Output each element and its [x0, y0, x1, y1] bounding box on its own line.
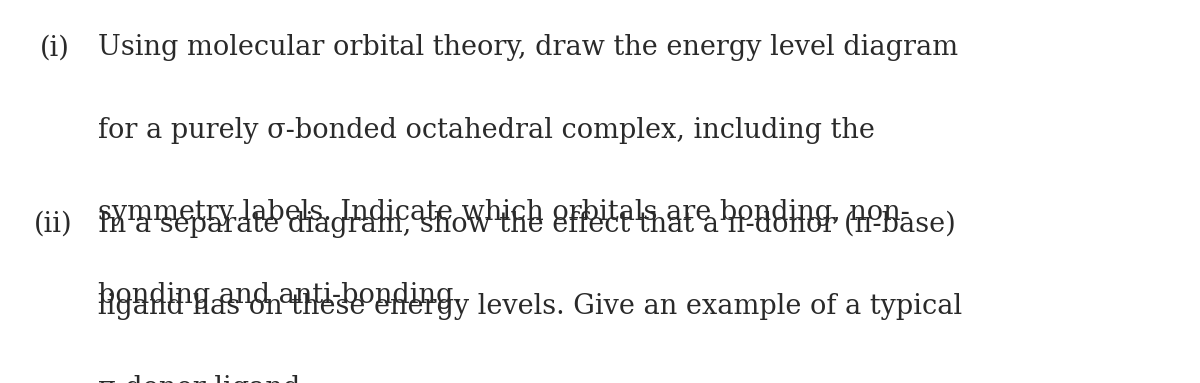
Text: for a purely σ-bonded octahedral complex, including the: for a purely σ-bonded octahedral complex… [98, 117, 875, 144]
Text: symmetry labels. Indicate which orbitals are bonding, non-: symmetry labels. Indicate which orbitals… [98, 199, 911, 226]
Text: (i): (i) [40, 34, 70, 61]
Text: π-donor ligand.: π-donor ligand. [98, 375, 310, 383]
Text: ligand has on these energy levels. Give an example of a typical: ligand has on these energy levels. Give … [98, 293, 962, 320]
Text: In a separate diagram, show the effect that a π-donor (π-base): In a separate diagram, show the effect t… [98, 211, 956, 238]
Text: Using molecular orbital theory, draw the energy level diagram: Using molecular orbital theory, draw the… [98, 34, 959, 61]
Text: (ii): (ii) [34, 211, 72, 237]
Text: bonding and anti-bonding.: bonding and anti-bonding. [98, 282, 462, 308]
